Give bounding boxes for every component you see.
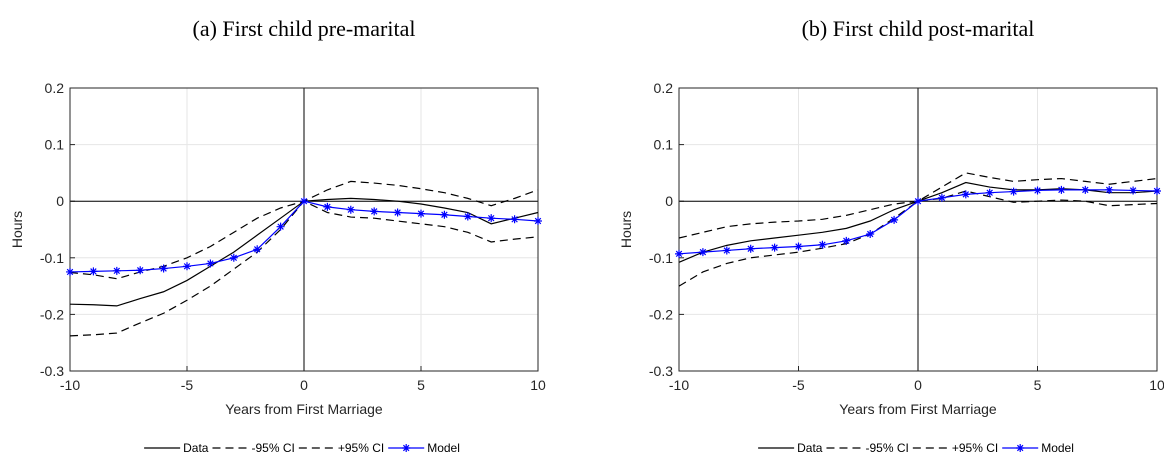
marker (866, 230, 875, 239)
y-tick-label: 0.2 (45, 80, 65, 96)
legend-label: Model (427, 441, 460, 455)
marker (961, 190, 970, 199)
marker (253, 245, 262, 254)
legend-label: Model (1041, 441, 1074, 455)
x-tick-label: 0 (300, 377, 308, 393)
marker (675, 249, 683, 258)
marker (229, 253, 238, 262)
x-axis-label: Years from First Marriage (839, 401, 997, 417)
legend-label: +95% CI (952, 441, 998, 455)
y-tick-label: -0.1 (649, 250, 673, 266)
x-tick-label: -10 (669, 377, 689, 393)
marker (300, 197, 308, 206)
y-axis-label: Hours (618, 211, 634, 248)
marker (393, 208, 402, 217)
y-tick-label: -0.3 (40, 363, 64, 379)
marker (510, 215, 519, 224)
marker (746, 244, 755, 253)
marker (487, 214, 496, 223)
axes-box (69, 87, 539, 372)
legend-marker (1016, 444, 1025, 452)
marker (1081, 185, 1090, 194)
x-axis-label: Years from First Marriage (225, 401, 383, 417)
chart-title: (a) First child pre-marital (193, 16, 416, 41)
marker (417, 209, 425, 218)
legend: Data -95% CI +95% CI Model (758, 441, 1074, 455)
x-tick-label: 5 (1034, 377, 1042, 393)
marker (370, 207, 379, 216)
axes-box (678, 87, 1158, 372)
x-tick-label: 5 (417, 377, 425, 393)
y-tick-label: 0.1 (45, 137, 65, 153)
marker (698, 248, 707, 257)
x-tick-label: 10 (530, 377, 546, 393)
series-line (678, 190, 1158, 287)
marker (842, 236, 851, 245)
marker (1105, 185, 1114, 194)
marker (1057, 185, 1066, 194)
legend-label: -95% CI (865, 441, 908, 455)
marker (183, 262, 191, 271)
marker (136, 266, 145, 275)
x-tick-label: -5 (792, 377, 805, 393)
legend-label: -95% CI (251, 441, 294, 455)
marker (937, 193, 946, 202)
x-tick-label: -5 (181, 377, 194, 393)
marker (159, 264, 168, 273)
y-tick-label: -0.2 (649, 306, 673, 322)
marker (463, 212, 472, 221)
x-tick-label: -10 (60, 377, 80, 393)
marker (818, 240, 827, 249)
y-tick-label: 0 (56, 193, 64, 209)
series-line (678, 172, 1158, 239)
chart-title: (b) First child post-marital (802, 16, 1035, 41)
marker (985, 188, 994, 197)
legend-marker (402, 444, 411, 452)
y-tick-label: -0.2 (40, 306, 64, 322)
x-tick-label: 0 (914, 377, 922, 393)
legend-label: Data (797, 441, 823, 455)
y-tick-label: 0.1 (654, 137, 674, 153)
marker (770, 243, 779, 252)
marker (914, 197, 922, 206)
y-tick-label: 0.2 (654, 80, 674, 96)
marker (534, 217, 542, 226)
marker (346, 205, 355, 214)
marker (112, 266, 121, 275)
x-tick-label: 10 (1149, 377, 1164, 393)
marker (722, 246, 731, 255)
legend-label: +95% CI (338, 441, 384, 455)
marker (206, 259, 215, 268)
legend: Data -95% CI +95% CI Model (144, 441, 460, 455)
y-tick-label: -0.3 (649, 363, 673, 379)
marker (890, 215, 899, 224)
marker (794, 242, 803, 251)
marker (440, 210, 449, 219)
y-axis-label: Hours (9, 211, 25, 248)
marker (323, 202, 332, 211)
marker (66, 267, 74, 276)
marker (1009, 187, 1018, 196)
marker (1153, 187, 1161, 196)
marker (1129, 186, 1138, 195)
y-tick-label: 0 (665, 193, 673, 209)
marker (276, 222, 285, 231)
y-tick-label: -0.1 (40, 250, 64, 266)
marker (89, 267, 98, 276)
marker (1033, 186, 1042, 195)
legend-label: Data (183, 441, 209, 455)
